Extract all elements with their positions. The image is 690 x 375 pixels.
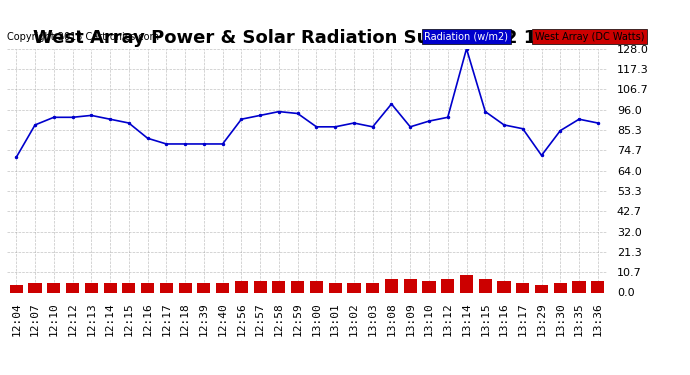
Bar (404, 279, 417, 292)
Bar (554, 283, 567, 292)
Bar (28, 283, 41, 292)
Bar (197, 283, 210, 292)
Bar (216, 283, 229, 292)
Bar (141, 283, 154, 292)
Bar (328, 283, 342, 292)
Text: West Array (DC Watts): West Array (DC Watts) (535, 32, 644, 42)
Bar (66, 283, 79, 292)
Bar (310, 281, 323, 292)
Bar (273, 281, 286, 292)
Bar (366, 283, 380, 292)
Bar (591, 281, 604, 292)
Bar (516, 283, 529, 292)
Text: Radiation (w/m2): Radiation (w/m2) (424, 32, 509, 42)
Bar (47, 283, 60, 292)
Text: Copyright 2013 Cartronics.com: Copyright 2013 Cartronics.com (7, 32, 159, 42)
Bar (10, 285, 23, 292)
Bar (479, 279, 492, 292)
Bar (460, 275, 473, 292)
Bar (441, 279, 454, 292)
Bar (422, 281, 435, 292)
Title: West Array Power & Solar Radiation Sun Dec 22 13:36: West Array Power & Solar Radiation Sun D… (33, 29, 581, 47)
Bar (85, 283, 98, 292)
Bar (235, 281, 248, 292)
Bar (160, 283, 173, 292)
Bar (104, 283, 117, 292)
Bar (573, 281, 586, 292)
Bar (179, 283, 192, 292)
Bar (535, 285, 548, 292)
Bar (122, 283, 135, 292)
Bar (497, 281, 511, 292)
Bar (254, 281, 267, 292)
Bar (385, 279, 398, 292)
Bar (347, 283, 360, 292)
Bar (291, 281, 304, 292)
